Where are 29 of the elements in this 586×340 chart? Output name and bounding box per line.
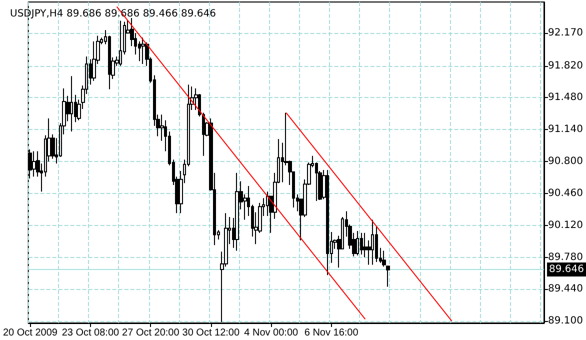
y-tick-label: 91.480 <box>548 92 584 104</box>
x-tick-label: 27 Oct 20:00 <box>122 328 180 338</box>
candlestick <box>70 76 73 132</box>
candlestick <box>371 219 374 266</box>
y-tick-label: 90.800 <box>548 156 584 168</box>
y-tick-label: 89.780 <box>548 252 584 263</box>
candlestick <box>32 150 36 178</box>
y-tick-label: 90.120 <box>548 220 584 231</box>
x-tick-label: 30 Oct 12:00 <box>182 328 240 338</box>
candlestick <box>356 230 359 256</box>
x-tick-label: 6 Nov 16:00 <box>304 328 359 338</box>
x-tick-label: 4 Nov 00:00 <box>244 328 299 338</box>
candlestick <box>119 20 122 66</box>
y-tick-label: 90.460 <box>548 188 584 199</box>
candlestick <box>202 112 205 156</box>
x-tick-label: 20 Oct 2009 <box>2 328 58 338</box>
candlestick <box>235 172 239 252</box>
candlestick <box>382 250 386 268</box>
y-tick-label: 92.170 <box>548 27 584 38</box>
candlestick <box>141 37 145 64</box>
y-tick-label: 89.440 <box>548 284 584 295</box>
y-tick-label: 89.100 <box>548 316 584 327</box>
y-tick-label: 91.820 <box>548 60 584 72</box>
y-tick-label: 91.140 <box>548 124 584 136</box>
x-tick-label: 23 Oct 08:00 <box>62 328 120 338</box>
candlestick <box>360 232 363 255</box>
candlestick <box>386 266 390 288</box>
ref-line-label: 89.646 <box>549 264 584 275</box>
candlestick <box>326 170 329 276</box>
